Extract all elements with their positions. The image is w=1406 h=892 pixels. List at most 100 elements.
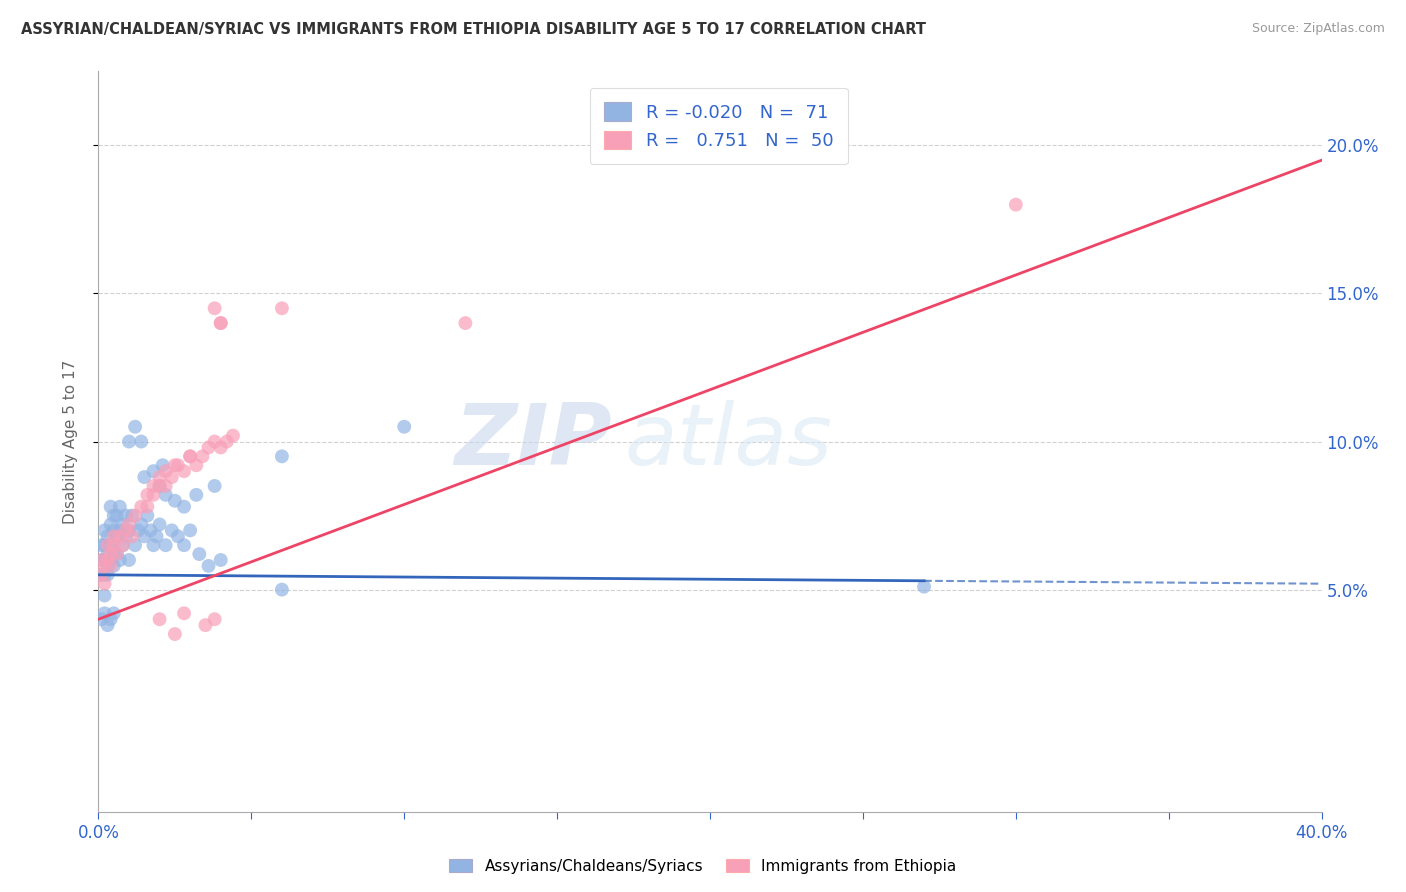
- Point: [111, 517, 134, 532]
- Point: [209, 316, 232, 330]
- Point: [108, 553, 131, 567]
- Point: [222, 428, 245, 442]
- Point: [97, 529, 120, 543]
- Point: [97, 538, 120, 552]
- Point: [115, 524, 138, 538]
- Point: [204, 479, 226, 493]
- Point: [191, 450, 214, 464]
- Point: [100, 538, 122, 552]
- Point: [103, 529, 125, 543]
- Point: [97, 567, 120, 582]
- Point: [155, 479, 177, 493]
- Point: [155, 538, 177, 552]
- Point: [121, 529, 143, 543]
- Point: [105, 529, 128, 543]
- Point: [124, 508, 146, 523]
- Point: [209, 316, 232, 330]
- Point: [134, 529, 156, 543]
- Point: [142, 538, 165, 552]
- Point: [173, 500, 195, 514]
- Point: [149, 479, 172, 493]
- Point: [90, 538, 112, 552]
- Point: [90, 612, 112, 626]
- Point: [209, 441, 232, 455]
- Point: [121, 508, 143, 523]
- Point: [1004, 197, 1026, 211]
- Point: [145, 529, 167, 543]
- Point: [197, 441, 219, 455]
- Point: [118, 524, 141, 538]
- Point: [142, 488, 165, 502]
- Text: ZIP: ZIP: [454, 400, 612, 483]
- Point: [100, 558, 122, 573]
- Point: [129, 500, 152, 514]
- Point: [90, 553, 112, 567]
- Point: [97, 618, 120, 632]
- Point: [129, 434, 152, 449]
- Point: [173, 538, 195, 552]
- Point: [118, 434, 141, 449]
- Point: [160, 524, 183, 538]
- Point: [93, 567, 115, 582]
- Point: [197, 558, 219, 573]
- Point: [105, 508, 128, 523]
- Point: [179, 524, 201, 538]
- Point: [204, 612, 226, 626]
- Point: [103, 607, 125, 621]
- Point: [270, 301, 292, 316]
- Point: [93, 524, 115, 538]
- Point: [90, 553, 112, 567]
- Point: [179, 450, 201, 464]
- Text: atlas: atlas: [624, 400, 832, 483]
- Point: [149, 479, 172, 493]
- Point: [103, 524, 125, 538]
- Point: [155, 464, 177, 478]
- Y-axis label: Disability Age 5 to 17: Disability Age 5 to 17: [63, 359, 77, 524]
- Legend: R = -0.020   N =  71, R =   0.751   N =  50: R = -0.020 N = 71, R = 0.751 N = 50: [589, 87, 848, 164]
- Point: [160, 470, 183, 484]
- Legend: Assyrians/Chaldeans/Syriacs, Immigrants from Ethiopia: Assyrians/Chaldeans/Syriacs, Immigrants …: [443, 853, 963, 880]
- Point: [129, 517, 152, 532]
- Point: [209, 553, 232, 567]
- Point: [100, 553, 122, 567]
- Point: [127, 524, 149, 538]
- Point: [149, 612, 172, 626]
- Text: ASSYRIAN/CHALDEAN/SYRIAC VS IMMIGRANTS FROM ETHIOPIA DISABILITY AGE 5 TO 17 CORR: ASSYRIAN/CHALDEAN/SYRIAC VS IMMIGRANTS F…: [21, 22, 927, 37]
- Point: [103, 544, 125, 558]
- Point: [270, 450, 292, 464]
- Point: [97, 547, 120, 561]
- Point: [115, 508, 138, 523]
- Point: [136, 500, 159, 514]
- Point: [270, 582, 292, 597]
- Point: [103, 508, 125, 523]
- Point: [912, 580, 935, 594]
- Point: [93, 589, 115, 603]
- Point: [115, 529, 138, 543]
- Point: [163, 627, 186, 641]
- Point: [100, 517, 122, 532]
- Point: [108, 500, 131, 514]
- Point: [142, 479, 165, 493]
- Point: [173, 607, 195, 621]
- Point: [118, 553, 141, 567]
- Point: [97, 553, 120, 567]
- Point: [100, 547, 122, 561]
- Point: [186, 488, 208, 502]
- Point: [93, 607, 115, 621]
- Point: [454, 316, 477, 330]
- Point: [103, 558, 125, 573]
- Point: [93, 576, 115, 591]
- Point: [215, 434, 238, 449]
- Point: [118, 517, 141, 532]
- Point: [105, 547, 128, 561]
- Point: [93, 538, 115, 552]
- Point: [173, 464, 195, 478]
- Point: [136, 488, 159, 502]
- Point: [204, 434, 226, 449]
- Point: [100, 612, 122, 626]
- Point: [167, 529, 190, 543]
- Point: [149, 470, 172, 484]
- Point: [97, 558, 120, 573]
- Point: [163, 458, 186, 473]
- Point: [392, 419, 416, 434]
